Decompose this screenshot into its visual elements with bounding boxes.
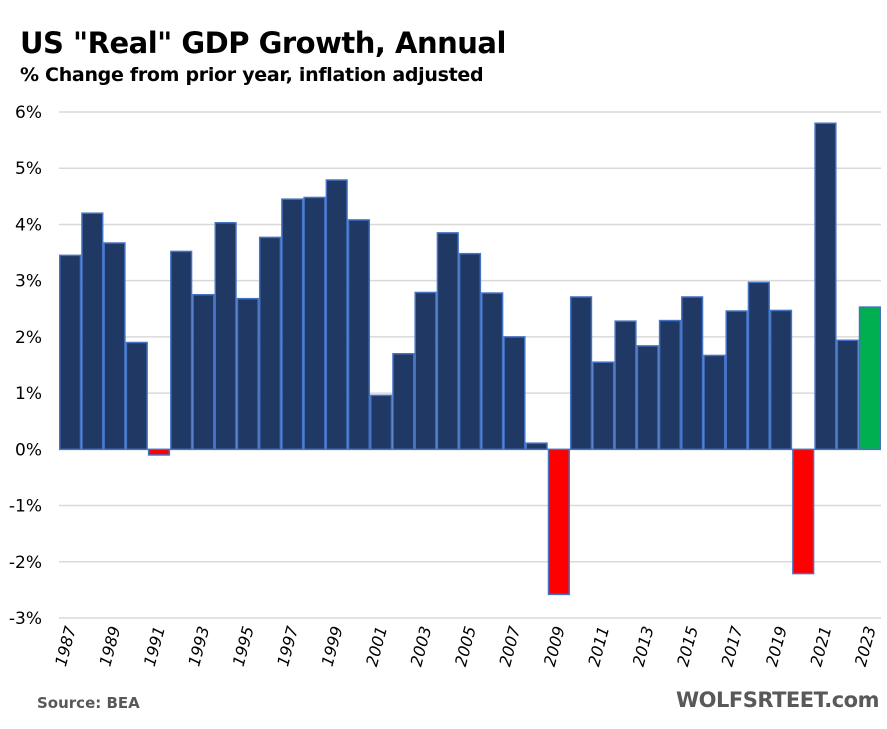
y-tick-label: -1% (9, 497, 42, 517)
bar-2000: 2000: 4.08% (347, 219, 371, 451)
y-tick-label: 5% (15, 159, 42, 179)
x-tick-label: 2017 (718, 623, 747, 668)
bar-2020: 2020: -2.21% (792, 448, 815, 575)
bar-1989: 1989: 3.67% (103, 242, 126, 451)
bars: 1987: 3.45%1988: 4.2%1989: 3.67%1990: 1.… (59, 122, 882, 596)
bar-1991: 1991: -0.1% (147, 448, 171, 456)
bar-2015: 2015: 2.71% (681, 296, 704, 451)
y-tick-label: 3% (15, 272, 42, 292)
x-tick-label: 2021 (806, 624, 835, 668)
x-tick-label: 2007 (495, 623, 524, 668)
x-tick-label: 1991 (140, 624, 169, 668)
bar-2017: 2017: 2.46% (725, 310, 748, 451)
bar-2022: 2022: 1.94% (836, 339, 859, 451)
x-tick-label: 1995 (229, 624, 258, 668)
x-tick-label: 2009 (540, 624, 569, 668)
bar-2016: 2016: 1.67% (703, 354, 726, 451)
x-tick-label: 1989 (96, 624, 125, 668)
x-tick-label: 2013 (629, 624, 658, 668)
x-tick-label: 1999 (318, 624, 347, 668)
bar-1987: 1987: 3.45% (59, 254, 82, 451)
bar-2006: 2006: 2.78% (481, 292, 504, 451)
bar-2021: 2021: 5.8% (814, 122, 837, 451)
bar-2007: 2007: 2% (503, 336, 526, 451)
x-tick-label: 2015 (673, 624, 702, 668)
brand-watermark: WOLFSRTEET.com (676, 688, 879, 712)
bar-1993: 1993: 2.75% (192, 293, 215, 451)
y-tick-label: 4% (15, 215, 42, 235)
x-tick-label: 2019 (762, 624, 791, 668)
bar-2002: 2002: 1.7% (392, 353, 415, 451)
x-tick-label: 1987 (51, 623, 80, 668)
source-note: Source: BEA (37, 694, 140, 712)
x-tick-label: 2023 (851, 624, 880, 668)
bar-1992: 1992: 3.52% (170, 250, 193, 451)
y-tick-label: -3% (9, 609, 42, 629)
x-tick-label: 2005 (451, 624, 480, 668)
y-tick-label: 1% (15, 384, 42, 404)
bar-2004: 2004: 3.85% (436, 232, 459, 451)
bar-1997: 1997: 4.45% (281, 198, 304, 451)
bar-2018: 2018: 2.97% (747, 281, 770, 451)
y-tick-label: 6% (15, 103, 42, 123)
y-axis: 6% 5% 4% 3% 2% 1% 0% -1% -2% -3% (9, 103, 42, 629)
bar-2012: 2012: 2.28% (614, 320, 637, 451)
bar-2008: 2008: 0.11% (525, 442, 548, 451)
chart-title: US "Real" GDP Growth, Annual (20, 26, 506, 60)
bar-2009: 2009: -2.58% (547, 448, 570, 596)
bar-2011: 2011: 1.55% (592, 361, 615, 451)
bar-2019: 2019: 2.47% (769, 309, 793, 451)
bar-1996: 1996: 3.77% (258, 236, 282, 451)
bar-2014: 2014: 2.29% (658, 319, 682, 451)
bar-1998: 1998: 4.48% (303, 196, 326, 451)
x-tick-label: 2003 (407, 624, 436, 668)
chart-subtitle: % Change from prior year, inflation adju… (20, 64, 484, 86)
bar-2010: 2010: 2.71% (569, 296, 593, 451)
y-tick-label: 2% (15, 328, 42, 348)
bar-2001: 2001: 0.96% (370, 394, 393, 451)
bar-2023: 2023: 2.53% (858, 306, 882, 451)
x-tick-label: 1997 (273, 623, 302, 668)
bar-1988: 1988: 4.2% (81, 212, 104, 451)
bar-2013: 2013: 1.84% (636, 345, 659, 451)
bar-2003: 2003: 2.79% (414, 291, 437, 451)
bar-1994: 1994: 4.03% (214, 222, 237, 451)
bar-1995: 1995: 2.68% (236, 297, 259, 451)
x-tick-label: 2001 (362, 624, 391, 668)
x-axis: 1987 1989 1991 1993 1995 1997 1999 2001 2003 2005… (51, 623, 880, 668)
bar-1990: 1990: 1.9% (125, 341, 148, 451)
x-tick-label: 2011 (584, 624, 613, 668)
bar-2005: 2005: 3.48% (458, 252, 482, 451)
x-tick-label: 1993 (184, 624, 213, 668)
y-tick-label: -2% (9, 553, 42, 573)
bar-1999: 1999: 4.79% (325, 179, 348, 451)
y-tick-label: 0% (15, 440, 42, 460)
